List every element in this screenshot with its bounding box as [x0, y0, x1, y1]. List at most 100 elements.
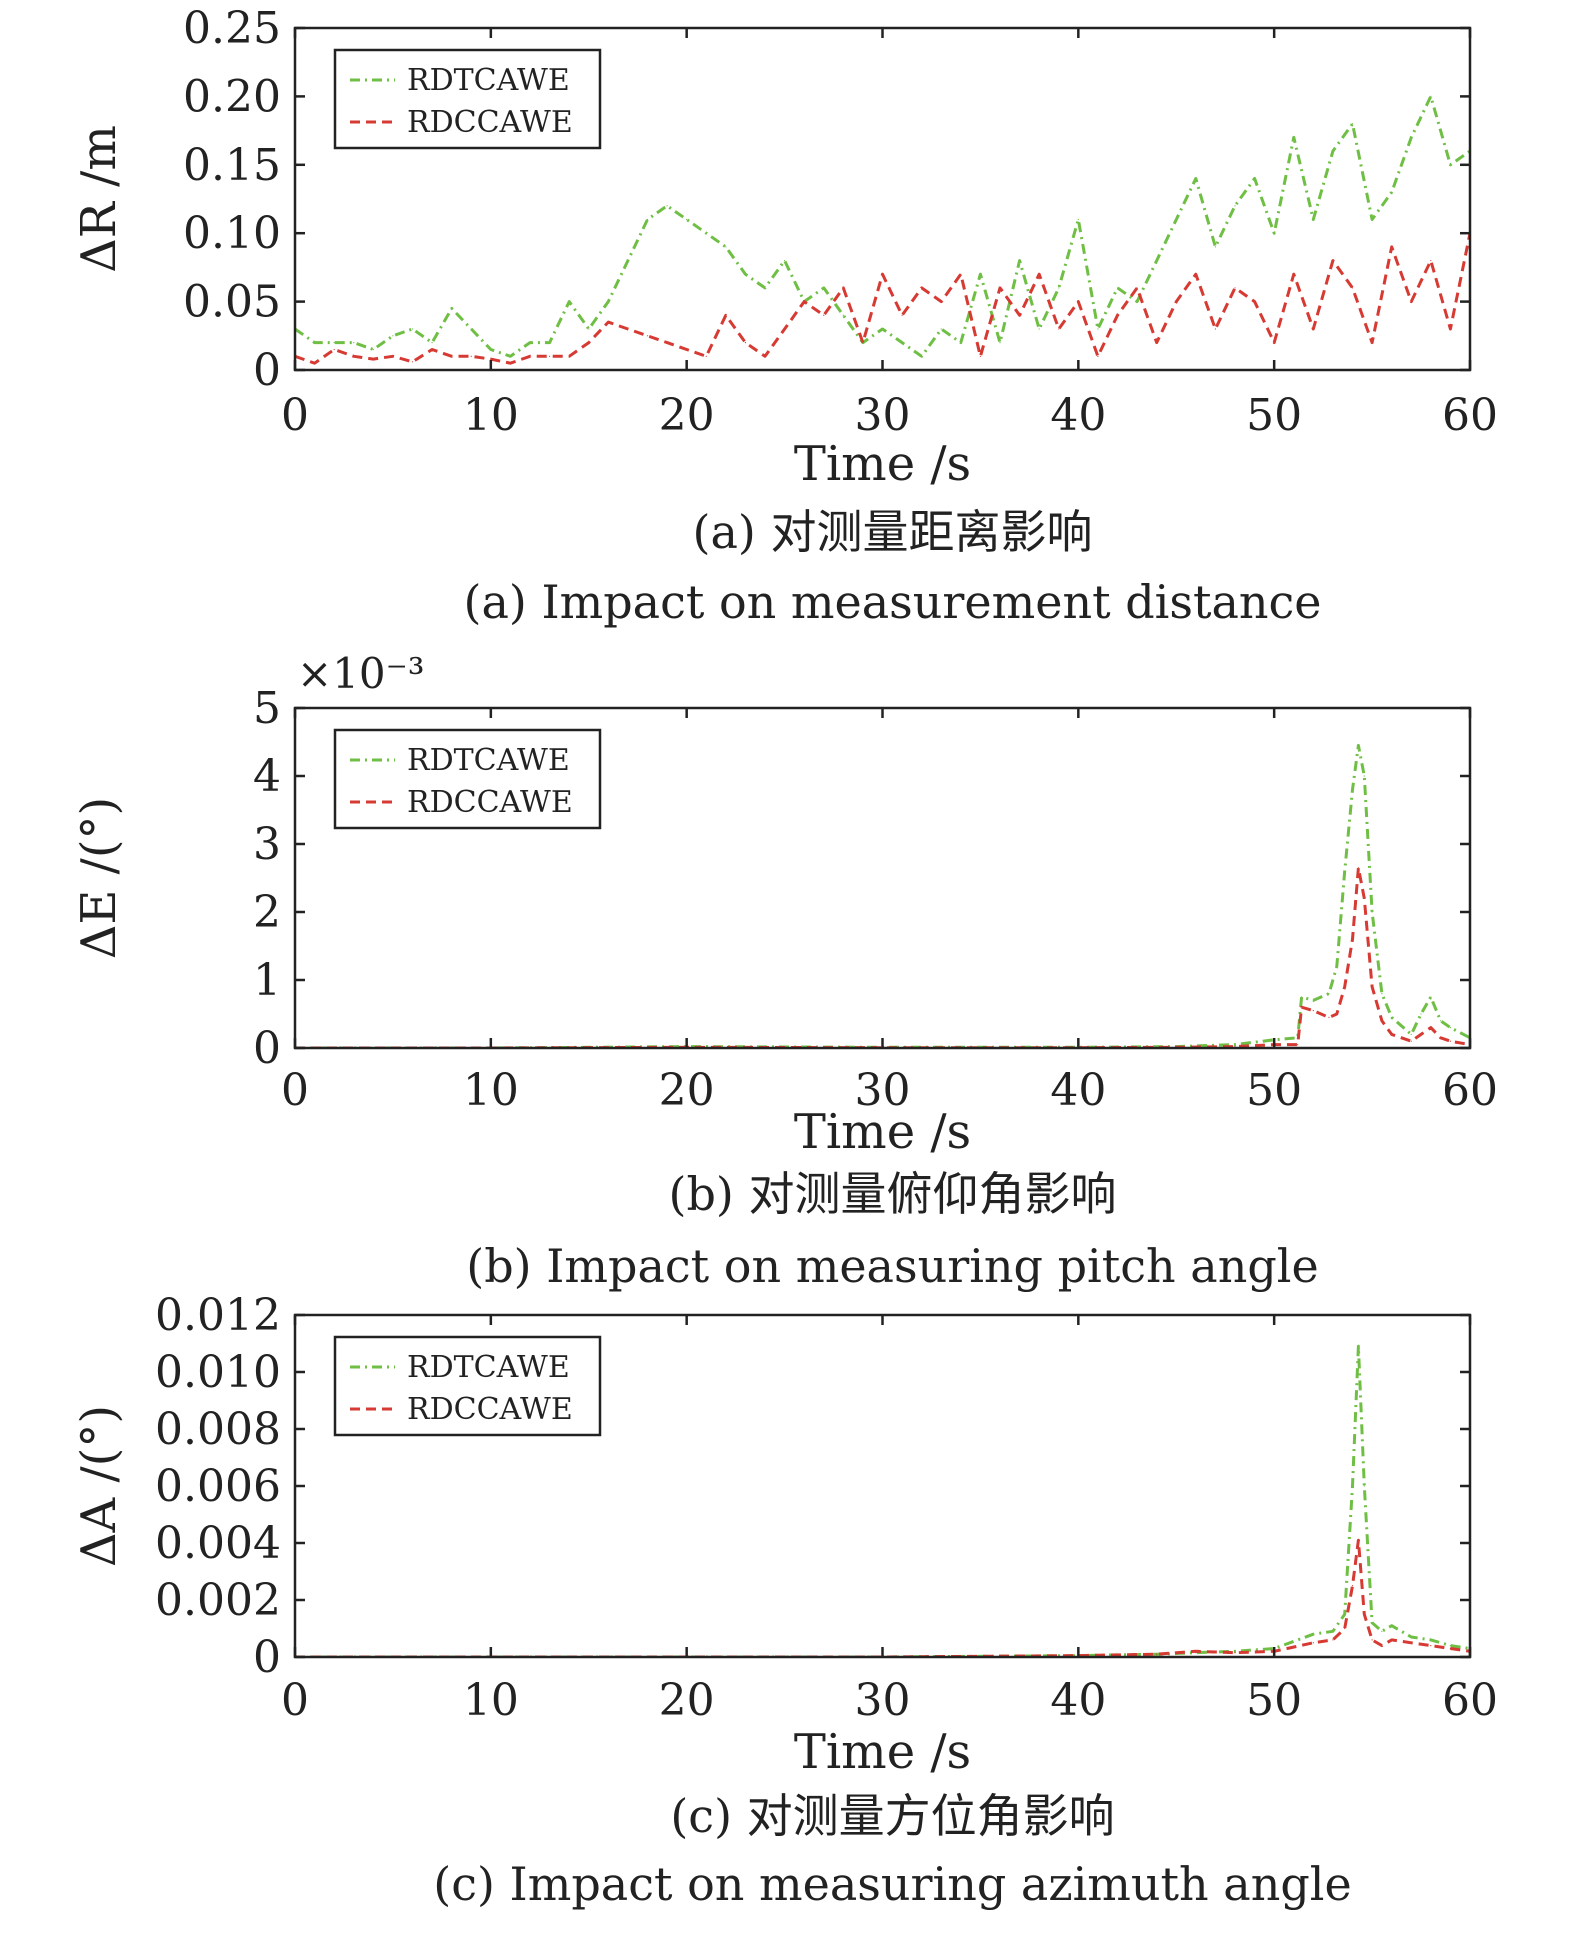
data-point-rdccawe	[1344, 1627, 1346, 1630]
data-point-rdtcawe	[1312, 999, 1314, 1002]
data-point-rdtcawe	[1214, 246, 1217, 248]
data-point-rdtcawe	[842, 314, 844, 316]
data-point-rdccawe	[1363, 1613, 1365, 1615]
data-point-rdccawe	[1410, 1642, 1412, 1644]
data-point-rdccawe	[548, 355, 551, 357]
data-point-rdtcawe	[1381, 993, 1383, 995]
data-point-rdtcawe	[588, 328, 590, 330]
x-tick-label: 30	[855, 390, 911, 441]
data-point-rdtcawe	[1449, 1027, 1452, 1029]
data-point-rdtcawe	[529, 342, 531, 344]
data-point-rdccawe	[470, 355, 472, 357]
data-point-rdccawe	[783, 328, 786, 330]
data-point-rdccawe	[607, 321, 609, 323]
data-point-rdccawe	[1058, 328, 1060, 330]
chart-panel-3: 0 10 20 30 40 50 6000.0020.0040.0060.0080.0100…	[71, 1290, 1498, 1911]
y-tick-label: 0.10	[183, 208, 281, 259]
data-point-rdtcawe	[1351, 789, 1354, 791]
data-point-rdtcawe	[1234, 1044, 1236, 1046]
caption-english: (b) Impact on measuring pitch angle	[466, 1239, 1318, 1293]
y-tick-label: 4	[253, 751, 281, 802]
data-point-rdccawe	[1449, 328, 1452, 330]
x-tick-label: 30	[855, 1675, 911, 1726]
data-point-rdccawe	[1449, 1040, 1452, 1042]
x-tick-label: 30	[855, 1065, 911, 1116]
data-point-rdtcawe	[1351, 1485, 1354, 1487]
data-point-rdtcawe	[705, 232, 707, 234]
data-point-rdtcawe	[1440, 1020, 1442, 1022]
data-point-rdtcawe	[333, 342, 335, 344]
data-point-rdccawe	[1312, 328, 1314, 330]
y-axis-title: ΔE /(°)	[71, 797, 127, 960]
data-point-rdccawe	[1234, 287, 1236, 289]
x-tick-label: 60	[1442, 1675, 1498, 1726]
data-point-rdtcawe	[1273, 232, 1275, 234]
data-point-rdtcawe	[1391, 1016, 1393, 1019]
y-axis-title: ΔA /(°)	[71, 1405, 127, 1567]
data-point-rdtcawe	[313, 342, 316, 344]
data-point-rdtcawe	[372, 348, 374, 351]
data-point-rdccawe	[725, 314, 727, 316]
data-point-rdccawe	[1156, 342, 1158, 344]
data-point-rdccawe	[764, 355, 766, 357]
data-point-rdccawe	[1344, 986, 1346, 988]
data-point-rdtcawe	[1293, 136, 1295, 139]
data-point-rdccawe	[1195, 273, 1197, 275]
data-point-rdccawe	[744, 342, 747, 344]
data-point-rdtcawe	[725, 246, 727, 248]
data-point-rdccawe	[1253, 301, 1256, 303]
data-point-rdtcawe	[1136, 301, 1138, 303]
data-point-rdccawe	[1234, 1652, 1236, 1654]
x-tick-label: 50	[1246, 1065, 1302, 1116]
y-axis-title: ΔR /m	[71, 125, 127, 273]
data-point-rdtcawe	[1175, 218, 1177, 221]
data-point-rdccawe	[568, 355, 570, 357]
x-axis-title: Time /s	[794, 436, 971, 492]
data-point-rdccawe	[1097, 355, 1099, 357]
data-point-rdccawe	[451, 355, 453, 357]
caption-english: (a) Impact on measurement distance	[464, 575, 1322, 629]
data-point-rdccawe	[1371, 342, 1373, 344]
legend-label-rdccawe: RDCCAWE	[407, 785, 573, 820]
data-point-rdtcawe	[960, 342, 962, 344]
data-point-rdtcawe	[901, 342, 903, 344]
data-point-rdtcawe	[411, 328, 414, 330]
data-point-rdccawe	[1332, 1639, 1334, 1641]
data-point-rdtcawe	[1038, 328, 1040, 330]
data-point-rdccawe	[1391, 1639, 1393, 1641]
y-tick-label: 0.05	[183, 277, 281, 328]
data-point-rdccawe	[1312, 1642, 1314, 1644]
y-tick-label: 0	[253, 1632, 281, 1683]
data-point-rdccawe	[1410, 301, 1412, 303]
data-point-rdtcawe	[1344, 1613, 1346, 1615]
legend-label-rdtcawe: RDTCAWE	[407, 743, 570, 778]
data-point-rdccawe	[1430, 1645, 1432, 1647]
legend-box	[333, 728, 602, 830]
data-point-rdtcawe	[1410, 1636, 1412, 1638]
data-point-rdccawe	[1297, 1044, 1299, 1046]
data-point-rdtcawe	[548, 342, 551, 344]
data-point-rdtcawe	[666, 205, 668, 207]
data-point-rdtcawe	[1449, 164, 1452, 166]
data-point-rdccawe	[1381, 1645, 1383, 1647]
legend-box	[333, 48, 602, 150]
data-point-rdtcawe	[1420, 1013, 1422, 1015]
caption-chinese: (a) 对测量距离影响	[693, 505, 1093, 559]
series-line-rdccawe	[295, 232, 1470, 365]
y-tick-label: 0.15	[183, 140, 281, 191]
data-point-rdccawe	[313, 362, 316, 364]
data-point-rdccawe	[1391, 1033, 1393, 1035]
data-point-rdccawe	[1351, 1585, 1354, 1587]
data-point-rdccawe	[1440, 1037, 1442, 1039]
data-point-rdccawe	[1312, 1010, 1314, 1012]
y-tick-label: 0	[253, 1023, 281, 1074]
legend-box	[333, 1335, 602, 1437]
data-point-rdtcawe	[1371, 1622, 1373, 1624]
data-point-rdtcawe	[940, 328, 942, 330]
data-point-rdccawe	[1430, 259, 1432, 262]
x-tick-label: 0	[281, 1675, 309, 1726]
data-point-rdtcawe	[744, 273, 747, 275]
x-tick-label: 40	[1050, 1065, 1106, 1116]
y-tick-label: 0.004	[155, 1518, 281, 1569]
data-point-rdccawe	[1300, 1006, 1303, 1008]
